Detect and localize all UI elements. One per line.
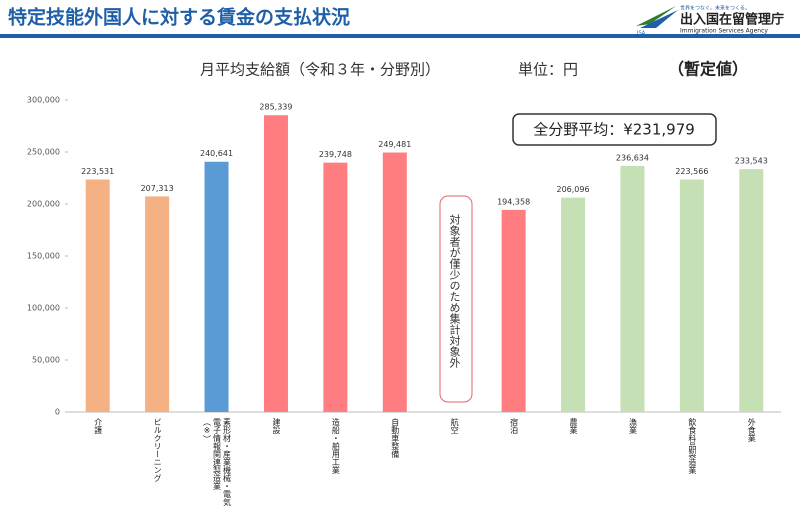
bar: [263, 115, 288, 412]
y-tick-label: 200,000: [27, 200, 60, 209]
agency: 出入国在留管理庁: [680, 12, 784, 28]
bar: [382, 152, 407, 412]
annotation: 全分野平均：¥231,979: [533, 121, 695, 139]
note-box: [439, 195, 473, 403]
logo-text: ISA: [637, 31, 646, 37]
bar: [679, 179, 704, 412]
value-label: 249,481: [378, 140, 411, 149]
value-label: 194,358: [497, 197, 530, 206]
value-label: 207,313: [141, 184, 174, 193]
header-title: 特定技能外国人に対する賃金の支払状況: [8, 6, 350, 29]
agency-en: Immigration Services Agency: [680, 28, 768, 35]
y-tick-label: 0: [55, 408, 60, 417]
value-label: 233,543: [735, 157, 768, 166]
logo-mark: [640, 10, 678, 28]
x-tick-label: 外食業: [747, 418, 757, 442]
bar: [145, 196, 170, 412]
y-tick-label: 50,000: [32, 356, 60, 365]
value-label: 206,096: [556, 185, 589, 194]
x-tick-label: 介護: [93, 418, 103, 434]
bar: [739, 169, 764, 412]
value-label: 285,339: [259, 103, 292, 112]
x-tick-label: 宿泊: [509, 418, 519, 434]
bar: [620, 165, 645, 412]
annotation-box: [512, 113, 717, 146]
note: 対象者が僅少のため集計対象外: [448, 214, 461, 368]
value-label: 236,634: [616, 153, 649, 162]
bar: [561, 197, 586, 412]
x-tick-label: 漁業: [628, 418, 638, 434]
x-tick-label: 素形材・産業機械・電気 電子情報関連製造業 （※）: [202, 418, 232, 506]
value-label: 239,748: [319, 150, 352, 159]
y-tick-label: 100,000: [27, 304, 60, 313]
value-label: 240,641: [200, 149, 233, 158]
x-tick-label: 農業: [569, 418, 579, 434]
header-rule: [0, 34, 800, 38]
chart-title: 月平均支給額（令和３年・分野別）: [200, 61, 440, 79]
bar: [323, 162, 348, 412]
x-tick-label: ビルクリーニング: [153, 418, 163, 482]
logo-mark: [636, 6, 676, 26]
y-tick-label: 300,000: [27, 96, 60, 105]
x-tick-label: 航空: [450, 418, 460, 434]
x-tick-label: 造船・舶用工業: [331, 418, 341, 474]
status: （暫定値）: [668, 60, 748, 79]
tagline: 世界をつなぐ。未来をつくる。: [680, 5, 750, 12]
y-tick-label: 150,000: [27, 252, 60, 261]
value-label: 223,566: [675, 167, 708, 176]
y-tick-label: 250,000: [27, 148, 60, 157]
value-label: 223,531: [81, 167, 114, 176]
bar: [501, 209, 526, 412]
x-tick-label: 飲食料品製造業: [687, 418, 697, 474]
unit: 単位：円: [518, 61, 578, 79]
bar: [85, 179, 110, 412]
x-tick-label: 建設: [271, 418, 281, 434]
x-tick-label: 自動車整備: [390, 418, 400, 458]
bar: [204, 161, 229, 412]
